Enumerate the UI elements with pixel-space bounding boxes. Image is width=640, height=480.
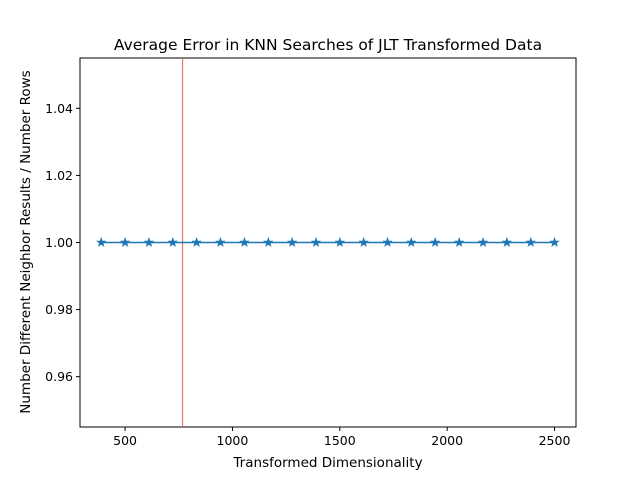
data-point-star xyxy=(429,237,441,247)
y-axis: 0.96 0.98 1.00 1.02 1.04 xyxy=(45,101,80,384)
data-point-star xyxy=(263,237,274,247)
x-tick-label: 2500 xyxy=(539,433,571,448)
data-point-star xyxy=(286,237,298,247)
data-point-star xyxy=(358,237,369,247)
y-tick-label: 0.96 xyxy=(45,369,73,384)
data-point-star xyxy=(382,237,393,247)
data-point-star xyxy=(96,237,107,247)
data-point-star xyxy=(191,237,202,247)
data-point-star xyxy=(167,237,178,247)
data-marks xyxy=(96,58,560,427)
y-tick-label: 1.02 xyxy=(45,168,73,183)
y-tick-label: 1.00 xyxy=(45,235,73,250)
data-point-star xyxy=(406,237,417,247)
data-point-star xyxy=(119,237,131,247)
y-axis-label: Number Different Neighbor Results / Numb… xyxy=(18,70,34,413)
data-point-star xyxy=(239,237,250,247)
data-point-star xyxy=(477,237,489,247)
x-axis-label: Transformed Dimensionality xyxy=(232,455,422,471)
data-point-star xyxy=(143,237,155,247)
y-tick-label: 1.04 xyxy=(45,101,73,116)
x-tick-label: 1000 xyxy=(217,433,249,448)
x-axis: 500 1000 1500 2000 2500 xyxy=(113,427,570,448)
data-point-star xyxy=(549,237,560,247)
data-point-star xyxy=(215,237,226,247)
data-point-star xyxy=(525,237,536,247)
data-point-star xyxy=(453,237,465,247)
x-tick-label: 500 xyxy=(113,433,137,448)
chart-title: Average Error in KNN Searches of JLT Tra… xyxy=(114,36,542,54)
x-tick-label: 2000 xyxy=(431,433,463,448)
y-tick-label: 0.98 xyxy=(45,302,73,317)
data-point-star xyxy=(334,237,346,247)
x-tick-label: 1500 xyxy=(324,433,356,448)
data-point-star xyxy=(310,237,322,247)
data-point-star xyxy=(501,237,513,247)
